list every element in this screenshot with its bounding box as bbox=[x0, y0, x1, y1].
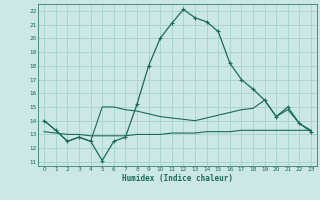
X-axis label: Humidex (Indice chaleur): Humidex (Indice chaleur) bbox=[122, 174, 233, 183]
